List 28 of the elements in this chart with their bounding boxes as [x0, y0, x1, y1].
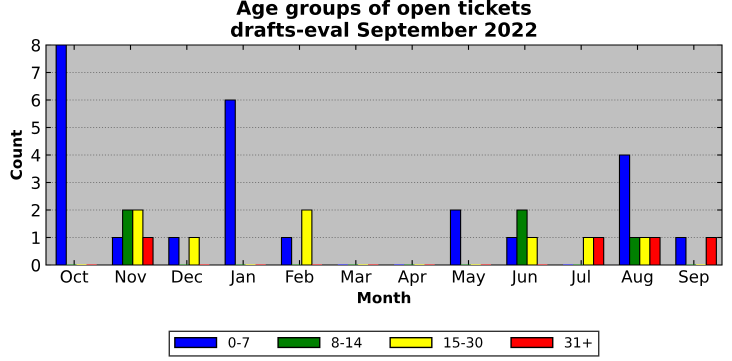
- y-tick-label: 1: [32, 232, 40, 244]
- x-tick-label: Sep: [679, 270, 709, 286]
- y-tick-label: 2: [32, 204, 40, 216]
- x-tick-label: Jan: [229, 270, 255, 286]
- x-tick-label: Apr: [398, 270, 427, 286]
- x-tick-label: Jul: [570, 270, 590, 286]
- legend-label: 31+: [564, 337, 592, 348]
- x-tick-label: Mar: [342, 270, 372, 283]
- x-tick-label: Aug: [621, 270, 652, 286]
- y-tick-label: 4: [31, 149, 40, 162]
- y-tick-label: 7: [32, 66, 40, 79]
- y-tick-label: 5: [32, 122, 40, 134]
- y-tick-label: 0: [32, 258, 40, 272]
- chart-title: Age groups of open tickets drafts-eval September 2022: [230, 0, 536, 41]
- legend-label: 15-30: [444, 337, 482, 348]
- x-tick-label: Oct: [60, 270, 88, 283]
- x-tick-label: May: [452, 270, 486, 286]
- legend-label: 0-7: [228, 337, 250, 348]
- x-tick-label: Dec: [172, 270, 202, 283]
- x-axis-title: Month: [358, 292, 410, 304]
- y-axis-title: Count: [10, 130, 22, 180]
- x-tick-label: Nov: [116, 270, 146, 283]
- legend-label: 8-14: [332, 337, 362, 348]
- y-tick-label: 6: [32, 94, 40, 107]
- y-tick-label: 3: [32, 176, 40, 190]
- x-tick-label: Feb: [286, 270, 314, 283]
- y-tick-label: 8: [32, 38, 40, 52]
- x-tick-label: Jun: [510, 270, 536, 286]
